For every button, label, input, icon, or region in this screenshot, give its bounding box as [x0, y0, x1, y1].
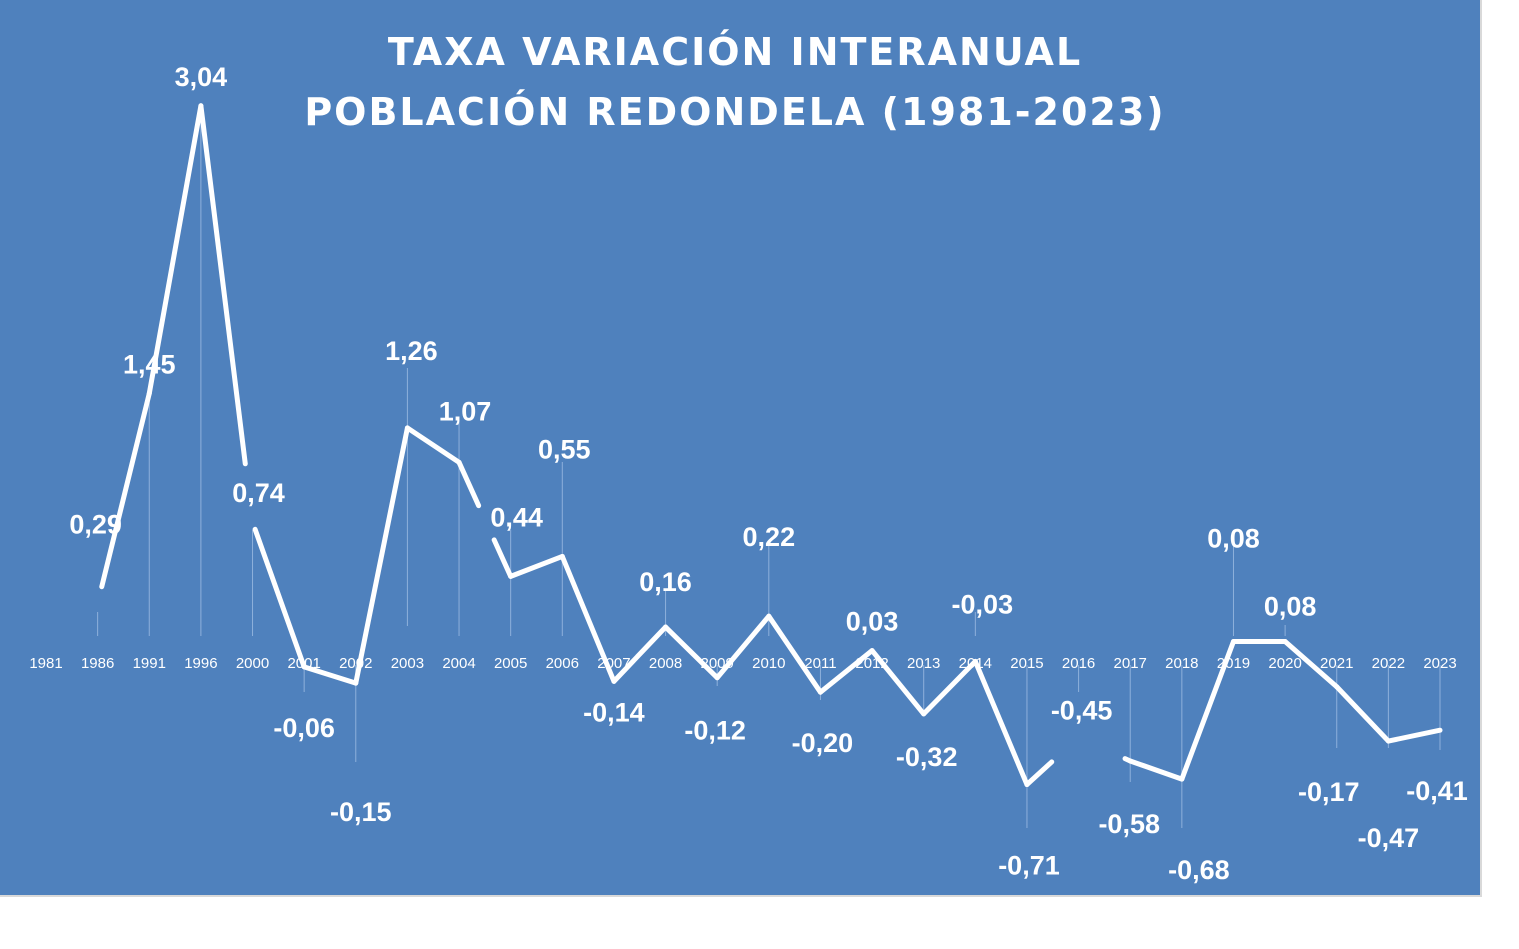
data-label-1991: 1,45 [123, 350, 176, 380]
data-label-2009: -0,12 [684, 716, 746, 746]
x-tick-label-2018: 2018 [1165, 655, 1198, 672]
data-label-2000: 0,74 [232, 478, 285, 508]
line-segment-2008 [663, 624, 720, 681]
data-label-2019: 0,08 [1207, 524, 1260, 554]
line-segment-2012 [869, 648, 927, 717]
chart-subtitle: POBLACIÓN REDONDELA (1981-2023) [304, 90, 1166, 134]
x-tick-label-1991: 1991 [133, 655, 166, 672]
line-segment-2001 [301, 664, 359, 686]
line-segment-2022 [1385, 727, 1443, 744]
data-label-2014: -0,03 [952, 589, 1014, 619]
x-tick-label-2011: 2011 [804, 655, 836, 672]
data-label-2002: -0,15 [330, 797, 392, 827]
data-label-2005: 0,44 [490, 502, 543, 532]
line-segment-2020 [1282, 639, 1340, 690]
line-segment-2007 [611, 624, 669, 684]
data-label-1996: 3,04 [175, 62, 228, 92]
data-label-2018: -0,68 [1168, 855, 1230, 885]
x-tick-label-1981: 1981 [29, 655, 62, 672]
x-tick-label-2019: 2019 [1217, 655, 1250, 672]
line-segment-1996 [198, 103, 248, 467]
x-tick-label-2015: 2015 [1010, 655, 1043, 672]
chart-area: TAXA VARIACIÓN INTERANUAL POBLACIÓN REDO… [0, 0, 1482, 897]
x-tick-label-2001: 2001 [287, 655, 320, 672]
x-tick-label-2007: 2007 [597, 655, 630, 672]
line-segment-2014 [972, 658, 1030, 788]
x-tick-label-2014: 2014 [959, 655, 992, 672]
x-tick-label-2022: 2022 [1372, 655, 1405, 672]
x-tick-label-1996: 1996 [184, 655, 217, 672]
data-label-1986: 0,29 [69, 510, 122, 540]
line-segment-2004-b [491, 537, 514, 579]
data-label-2021: -0,17 [1298, 777, 1360, 807]
line-segment-2018 [1179, 639, 1236, 782]
data-label-2016: -0,45 [1051, 695, 1113, 725]
data-label-2010: 0,22 [743, 522, 796, 552]
line-segment-2013 [921, 658, 978, 717]
x-tick-label-2003: 2003 [391, 655, 424, 672]
line-chart: 1981 1986 1991 1996 2000 2001 2002 2003 2004 2005… [29, 62, 1468, 885]
data-label-2008: 0,16 [639, 567, 692, 597]
x-tick-label-2016: 2016 [1062, 655, 1095, 672]
x-tick-label-2009: 2009 [700, 655, 733, 672]
x-tick-label-2010: 2010 [752, 655, 785, 672]
line-segment-2002 [353, 425, 410, 686]
line-segment-1991 [146, 103, 204, 397]
data-label-2022: -0,47 [1358, 823, 1420, 853]
data-label-2013: -0,32 [896, 742, 958, 772]
x-tick-label-2021: 2021 [1320, 655, 1353, 672]
line-segment-2000 [252, 526, 307, 670]
line-segment-2010 [766, 613, 823, 695]
x-tick-label-2017: 2017 [1114, 655, 1147, 672]
data-label-2003: 1,26 [385, 336, 438, 366]
line-segment-2021 [1334, 684, 1391, 744]
x-tick-label-2008: 2008 [649, 655, 682, 672]
x-tick-label-2012: 2012 [855, 655, 888, 672]
data-label-2011: -0,20 [792, 728, 854, 758]
chart-title: TAXA VARIACIÓN INTERANUAL [387, 30, 1083, 74]
line-segment-2004 [456, 459, 482, 509]
x-tick-label-1986: 1986 [81, 655, 114, 672]
x-tick-label-2002: 2002 [339, 655, 372, 672]
line-segment-2005 [508, 553, 565, 579]
line-segment-2011 [817, 648, 875, 695]
data-label-2001: -0,06 [273, 713, 335, 743]
data-label-2015: -0,71 [998, 851, 1060, 881]
x-tick-label-2006: 2006 [546, 655, 579, 672]
data-label-2007: -0,14 [583, 697, 645, 727]
x-tick-label-2000: 2000 [236, 655, 269, 672]
line-segment-2003 [404, 425, 462, 465]
line-segment-1986 [99, 391, 152, 590]
x-tick-label-2013: 2013 [907, 655, 940, 672]
line-segment-2015 [1024, 759, 1055, 788]
x-tick-label-2023: 2023 [1423, 655, 1456, 672]
data-label-2006: 0,55 [538, 434, 591, 464]
line-segment-2017 [1127, 758, 1185, 782]
data-label-2020: 0,08 [1264, 592, 1317, 622]
line-segment-2009 [714, 613, 772, 681]
data-label-2012: 0,03 [846, 607, 899, 637]
line-segment-2006 [559, 553, 617, 684]
x-tick-label-2020: 2020 [1268, 655, 1301, 672]
x-tick-label-2004: 2004 [442, 655, 475, 672]
data-label-2004: 1,07 [439, 396, 492, 426]
data-label-2023: -0,41 [1406, 776, 1468, 806]
data-label-2017: -0,58 [1098, 809, 1160, 839]
x-tick-label-2005: 2005 [494, 655, 527, 672]
